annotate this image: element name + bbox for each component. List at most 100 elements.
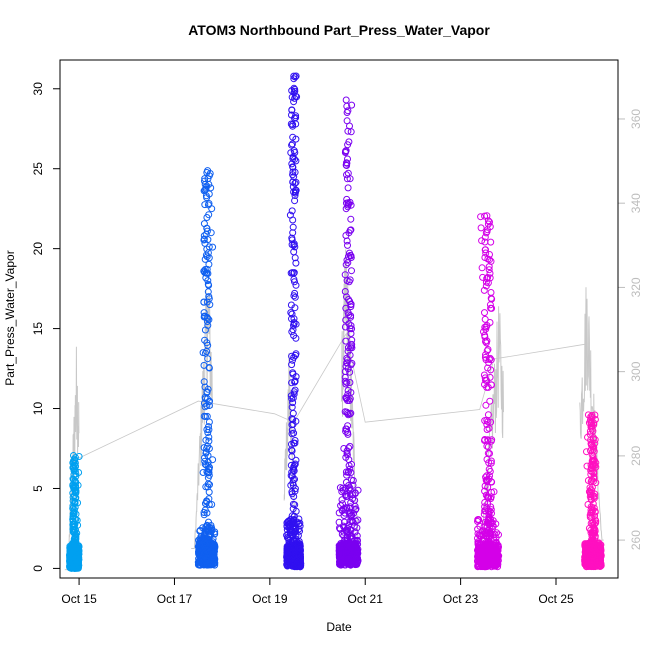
- data-point: [289, 505, 297, 513]
- data-point: [341, 408, 349, 416]
- data-point: [73, 516, 81, 524]
- data-point: [200, 532, 208, 540]
- data-point: [587, 440, 595, 448]
- data-point: [591, 439, 599, 447]
- data-point: [344, 524, 351, 532]
- data-point: [205, 555, 213, 563]
- data-point: [290, 84, 298, 92]
- data-point: [342, 96, 350, 104]
- data-point: [292, 456, 300, 464]
- data-point: [344, 184, 352, 192]
- data-point: [200, 378, 208, 386]
- data-point: [484, 540, 492, 548]
- data-point: [343, 195, 351, 203]
- x-axis-label: Date: [326, 620, 352, 634]
- data-point: [341, 373, 349, 381]
- data-point: [290, 353, 298, 361]
- data-point: [484, 436, 492, 444]
- data-point: [290, 332, 298, 339]
- data-point: [346, 509, 354, 517]
- y2-tick-label: 360: [629, 109, 643, 129]
- data-point: [292, 112, 300, 120]
- data-point: [488, 304, 496, 312]
- data-point: [291, 73, 299, 81]
- data-point: [209, 456, 217, 464]
- data-point: [70, 485, 78, 493]
- data-point: [206, 463, 213, 471]
- data-point: [480, 286, 488, 294]
- data-point: [337, 551, 344, 559]
- data-point: [343, 109, 351, 116]
- x-tick-label: Oct 15: [61, 592, 97, 606]
- data-point: [477, 552, 484, 560]
- data-point: [346, 379, 354, 386]
- data-point: [584, 501, 592, 508]
- data-point: [486, 319, 494, 326]
- data-point: [204, 277, 212, 285]
- data-point: [69, 525, 77, 533]
- data-point: [70, 508, 78, 516]
- data-point: [288, 160, 296, 168]
- data-point: [289, 544, 297, 552]
- data-point: [353, 524, 361, 532]
- data-point: [199, 469, 207, 476]
- data-point: [204, 315, 212, 322]
- data-point: [481, 309, 488, 317]
- data-point: [342, 394, 350, 402]
- data-point: [478, 264, 486, 272]
- data-point: [474, 539, 482, 547]
- data-point: [482, 529, 490, 536]
- data-point: [348, 359, 356, 367]
- data-point: [201, 403, 209, 411]
- data-point: [203, 561, 211, 569]
- data-point: [345, 311, 353, 319]
- data-point: [475, 516, 483, 524]
- data-point: [588, 412, 596, 419]
- data-point: [483, 504, 491, 512]
- data-point: [585, 524, 593, 532]
- data-point: [204, 483, 212, 491]
- data-point: [200, 236, 208, 244]
- data-point: [336, 524, 343, 532]
- data-point: [283, 562, 291, 570]
- data-point: [209, 243, 217, 251]
- data-point: [288, 236, 296, 244]
- data-point: [487, 459, 495, 467]
- data-point: [486, 397, 494, 405]
- data-point: [478, 237, 486, 245]
- data-point: [346, 276, 354, 284]
- data-point: [291, 377, 299, 385]
- data-point: [484, 217, 492, 225]
- data-point: [288, 430, 296, 438]
- y-tick-label: 5: [31, 485, 45, 492]
- data-point: [292, 551, 300, 559]
- data-point: [485, 266, 493, 274]
- data-point: [290, 240, 298, 248]
- data-point: [481, 353, 489, 361]
- data-point: [483, 478, 491, 486]
- data-point: [288, 207, 296, 215]
- data-point: [201, 255, 209, 263]
- data-point: [289, 133, 297, 141]
- data-point: [348, 344, 356, 352]
- data-point: [74, 481, 82, 489]
- data-point: [354, 486, 362, 494]
- data-point: [474, 517, 481, 525]
- data-point: [290, 467, 298, 475]
- data-point: [203, 227, 211, 235]
- data-point: [73, 529, 81, 537]
- data-point: [490, 488, 498, 496]
- data-point: [347, 532, 355, 540]
- data-point: [290, 72, 298, 80]
- data-point: [201, 457, 209, 465]
- data-point: [343, 293, 350, 301]
- series-2: [283, 72, 305, 571]
- data-point: [345, 462, 353, 470]
- data-point: [343, 536, 351, 544]
- data-point: [292, 320, 300, 328]
- y-tick-label: 20: [31, 242, 45, 256]
- data-point: [344, 344, 352, 352]
- series-5: [581, 411, 605, 571]
- y-tick-label: 10: [31, 402, 45, 416]
- data-point: [474, 525, 482, 533]
